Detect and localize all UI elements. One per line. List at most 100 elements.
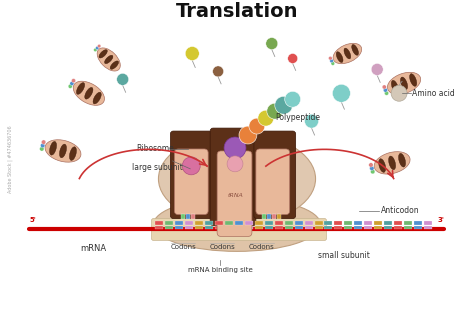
Text: 5': 5' <box>30 216 36 222</box>
Bar <box>384 221 392 225</box>
Bar <box>295 221 302 225</box>
Bar <box>245 221 253 225</box>
Bar <box>365 226 372 229</box>
Ellipse shape <box>50 142 56 155</box>
Bar <box>272 214 276 219</box>
Ellipse shape <box>399 153 406 167</box>
Ellipse shape <box>85 88 93 99</box>
Circle shape <box>41 140 46 144</box>
Circle shape <box>285 91 301 107</box>
Bar <box>255 226 263 229</box>
Bar <box>215 221 223 225</box>
Ellipse shape <box>97 48 120 71</box>
Ellipse shape <box>336 52 343 63</box>
Text: tRNA: tRNA <box>227 193 243 198</box>
Ellipse shape <box>387 72 421 94</box>
Text: mRNA: mRNA <box>80 244 106 253</box>
Bar <box>305 221 312 225</box>
Circle shape <box>94 48 97 52</box>
Bar <box>295 226 302 229</box>
Circle shape <box>267 103 283 119</box>
Bar <box>185 221 193 225</box>
Bar <box>265 221 273 225</box>
Bar <box>155 226 164 229</box>
Circle shape <box>331 62 335 65</box>
Ellipse shape <box>99 50 107 58</box>
Bar <box>315 226 322 229</box>
Bar <box>355 221 362 225</box>
Bar <box>175 221 183 225</box>
Circle shape <box>266 38 278 50</box>
Text: Anticodon: Anticodon <box>381 206 420 215</box>
Bar <box>175 226 183 229</box>
Text: Ribosome: Ribosome <box>137 144 174 154</box>
Bar <box>225 226 233 229</box>
Circle shape <box>117 73 128 85</box>
FancyBboxPatch shape <box>152 219 327 240</box>
Text: Codons: Codons <box>249 244 275 250</box>
Bar <box>225 221 233 225</box>
Text: Codons: Codons <box>171 244 196 250</box>
Bar <box>215 226 223 229</box>
Bar <box>205 226 213 229</box>
Ellipse shape <box>45 140 81 162</box>
Circle shape <box>382 85 386 89</box>
Circle shape <box>275 96 292 114</box>
Bar <box>374 221 382 225</box>
Circle shape <box>224 137 246 159</box>
Circle shape <box>40 143 45 148</box>
Bar <box>345 221 352 225</box>
Text: Polypeptide: Polypeptide <box>275 113 320 122</box>
Circle shape <box>328 57 332 60</box>
Bar <box>262 214 266 219</box>
Ellipse shape <box>70 147 76 161</box>
Ellipse shape <box>154 198 320 251</box>
Bar <box>275 226 283 229</box>
Circle shape <box>391 85 407 101</box>
Bar <box>365 221 372 225</box>
Bar <box>155 221 164 225</box>
Bar <box>404 226 412 229</box>
Bar <box>394 221 402 225</box>
FancyBboxPatch shape <box>256 149 290 215</box>
Circle shape <box>330 59 333 63</box>
Ellipse shape <box>110 61 118 69</box>
Ellipse shape <box>374 152 410 174</box>
Bar <box>424 221 432 225</box>
Text: small subunit: small subunit <box>319 251 370 260</box>
Text: Translation: Translation <box>176 2 298 21</box>
FancyBboxPatch shape <box>210 128 256 226</box>
Bar <box>186 214 190 219</box>
Bar <box>267 214 271 219</box>
Ellipse shape <box>73 81 104 105</box>
Circle shape <box>70 82 74 86</box>
Circle shape <box>249 118 265 134</box>
Bar <box>205 221 213 225</box>
Ellipse shape <box>401 77 408 90</box>
Ellipse shape <box>333 43 362 64</box>
Ellipse shape <box>344 48 351 59</box>
Bar <box>374 226 382 229</box>
Bar <box>191 214 195 219</box>
Bar <box>414 226 422 229</box>
Circle shape <box>227 156 243 172</box>
Bar <box>235 221 243 225</box>
Circle shape <box>370 166 374 171</box>
Text: Codons: Codons <box>209 244 235 250</box>
Ellipse shape <box>392 80 399 93</box>
Circle shape <box>332 84 350 102</box>
Bar <box>404 221 412 225</box>
Bar <box>195 221 203 225</box>
Bar <box>265 226 273 229</box>
Circle shape <box>369 163 373 167</box>
Text: 3': 3' <box>438 216 444 222</box>
Ellipse shape <box>352 45 358 55</box>
Circle shape <box>384 91 389 95</box>
Bar <box>285 221 292 225</box>
Bar <box>245 226 253 229</box>
FancyBboxPatch shape <box>254 131 296 219</box>
Ellipse shape <box>158 133 316 225</box>
FancyBboxPatch shape <box>174 149 208 215</box>
Bar <box>285 226 292 229</box>
Bar <box>335 221 342 225</box>
